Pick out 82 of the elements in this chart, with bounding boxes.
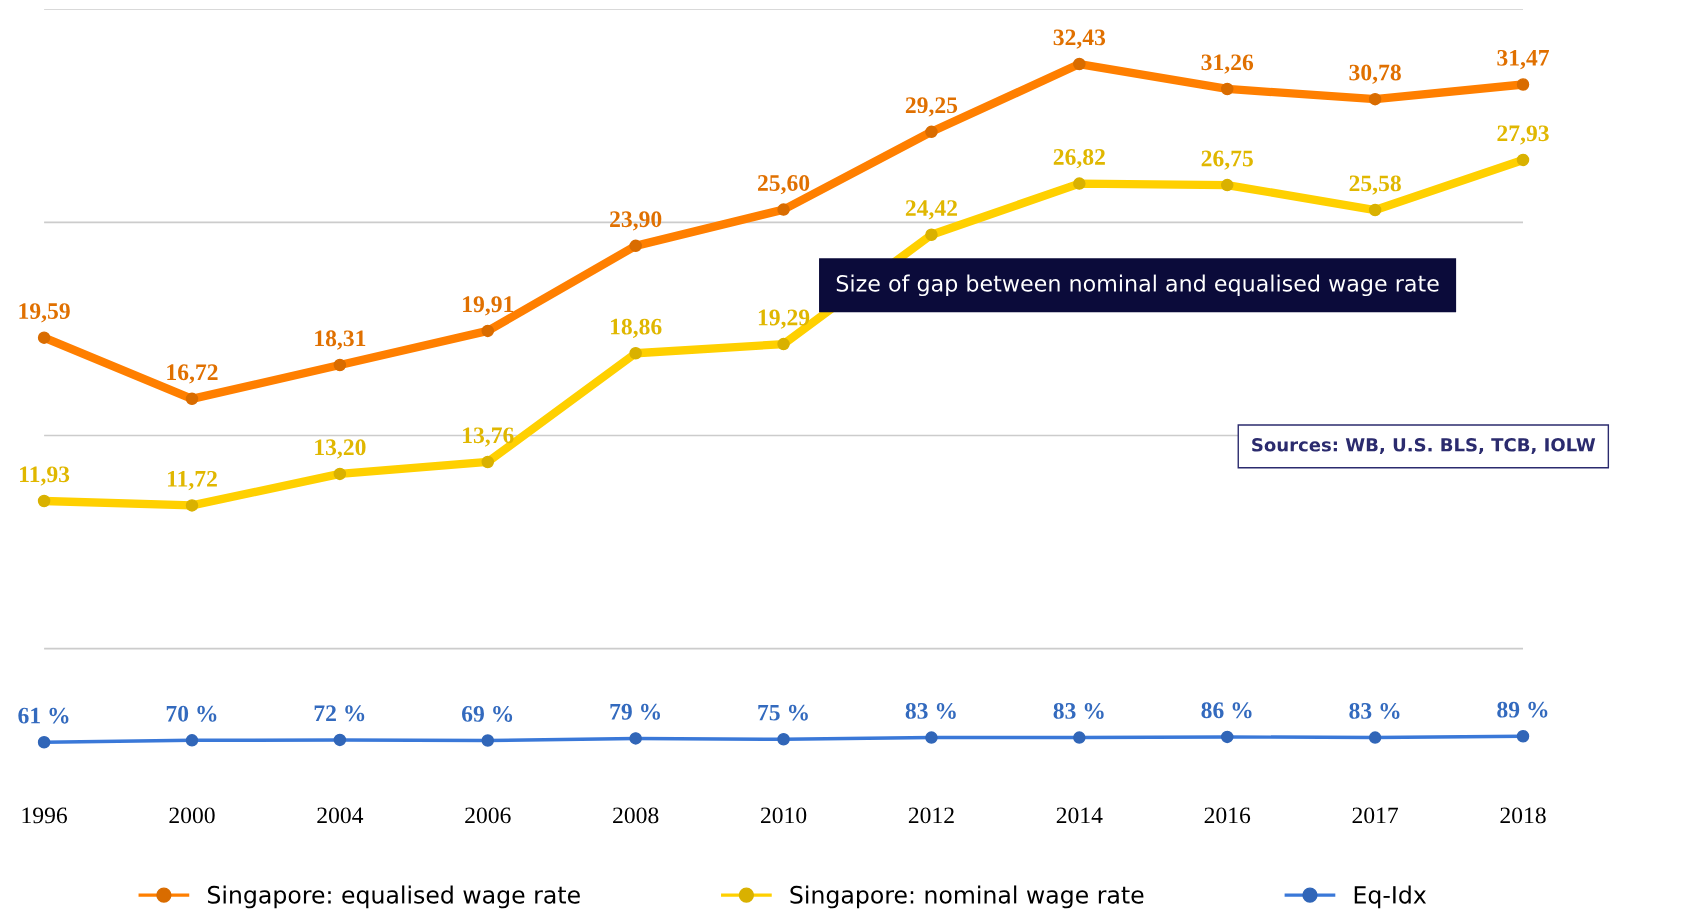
point	[37, 331, 51, 344]
data-label: 79 %	[610, 703, 661, 720]
legend-label: Singapore: nominal wage rate	[790, 885, 1144, 909]
x-tick-label: 2017	[1352, 807, 1399, 824]
data-label: 19,29	[758, 309, 810, 329]
data-label: 29,25	[905, 97, 958, 117]
data-label: 61 %	[18, 707, 69, 724]
point	[925, 125, 938, 139]
x-tick-label: 2006	[465, 807, 511, 824]
point	[629, 239, 642, 253]
point	[333, 733, 347, 747]
data-label: 70 %	[166, 705, 217, 722]
point	[37, 735, 51, 749]
x-tick-label: 2008	[613, 807, 659, 824]
data-label: 11,93	[20, 466, 70, 486]
point	[1516, 78, 1530, 91]
x-tick-label: 2016	[1204, 807, 1251, 824]
point	[1516, 730, 1530, 743]
point	[925, 731, 938, 744]
point	[481, 734, 495, 747]
data-label: 27,93	[1497, 125, 1549, 145]
point	[1073, 177, 1086, 190]
legend-label: Eq-Idx	[1354, 885, 1427, 909]
x-tick-label: 2000	[169, 807, 215, 824]
point	[925, 228, 938, 241]
point	[1368, 92, 1382, 106]
point	[1220, 82, 1234, 96]
x-tick-label: 2010	[760, 807, 807, 824]
data-label: 75 %	[758, 704, 808, 721]
data-label: 26,82	[1053, 148, 1105, 169]
point	[777, 733, 790, 746]
data-label: 13,20	[315, 439, 366, 459]
data-label: 19,91	[463, 296, 514, 316]
x-tick-label: 2012	[908, 807, 954, 824]
data-label: 11,72	[167, 470, 217, 491]
data-label: 30,78	[1349, 64, 1401, 84]
data-label: 19,59	[19, 303, 70, 323]
point	[333, 467, 347, 481]
point	[185, 734, 199, 747]
point	[185, 392, 199, 406]
data-label: 18,31	[315, 330, 366, 350]
point	[1368, 203, 1382, 217]
annotation: Size of gap between nominal and equalised wage rate	[836, 274, 1439, 297]
data-label: 32,43	[1053, 29, 1106, 49]
data-label: 83 %	[905, 702, 956, 719]
point	[481, 455, 495, 469]
x-tick-label: 1996	[22, 807, 67, 824]
data-label: 89 %	[1497, 701, 1548, 718]
data-label: 16,72	[167, 364, 218, 384]
data-label: 31,47	[1497, 49, 1549, 70]
x-tick-label: 2014	[1056, 807, 1103, 824]
data-label: 13,76	[463, 427, 514, 447]
data-label: 25,58	[1349, 175, 1401, 195]
point	[1073, 57, 1086, 71]
point	[1220, 178, 1234, 192]
data-label: 18,86	[610, 318, 662, 338]
point	[37, 494, 51, 508]
legend-label: Singapore: equalised wage rate	[207, 885, 580, 909]
point	[1516, 153, 1530, 167]
data-label: 23,90	[610, 211, 662, 231]
point	[1073, 731, 1086, 744]
data-label: 86 %	[1201, 702, 1252, 719]
point	[1368, 731, 1382, 744]
point	[1220, 730, 1234, 744]
data-label: 83 %	[1349, 702, 1400, 719]
data-label: 83 %	[1053, 702, 1104, 719]
data-label: 26,75	[1201, 150, 1253, 170]
x-tick-label: 2004	[317, 807, 364, 824]
x-tick-label: 2018	[1500, 807, 1546, 824]
point	[777, 203, 790, 216]
annotation: Sources: WB, U.S. BLS, TCB, IOLW	[1252, 437, 1596, 454]
point	[629, 732, 642, 745]
point	[629, 347, 642, 360]
data-label: 24,42	[905, 200, 957, 220]
point	[333, 358, 347, 372]
data-label: 69 %	[462, 705, 513, 722]
point	[185, 499, 199, 512]
point	[777, 337, 790, 351]
data-label: 25,60	[757, 174, 810, 195]
data-label: 31,26	[1201, 54, 1254, 74]
data-label: 72 %	[314, 705, 365, 722]
point	[481, 324, 495, 338]
